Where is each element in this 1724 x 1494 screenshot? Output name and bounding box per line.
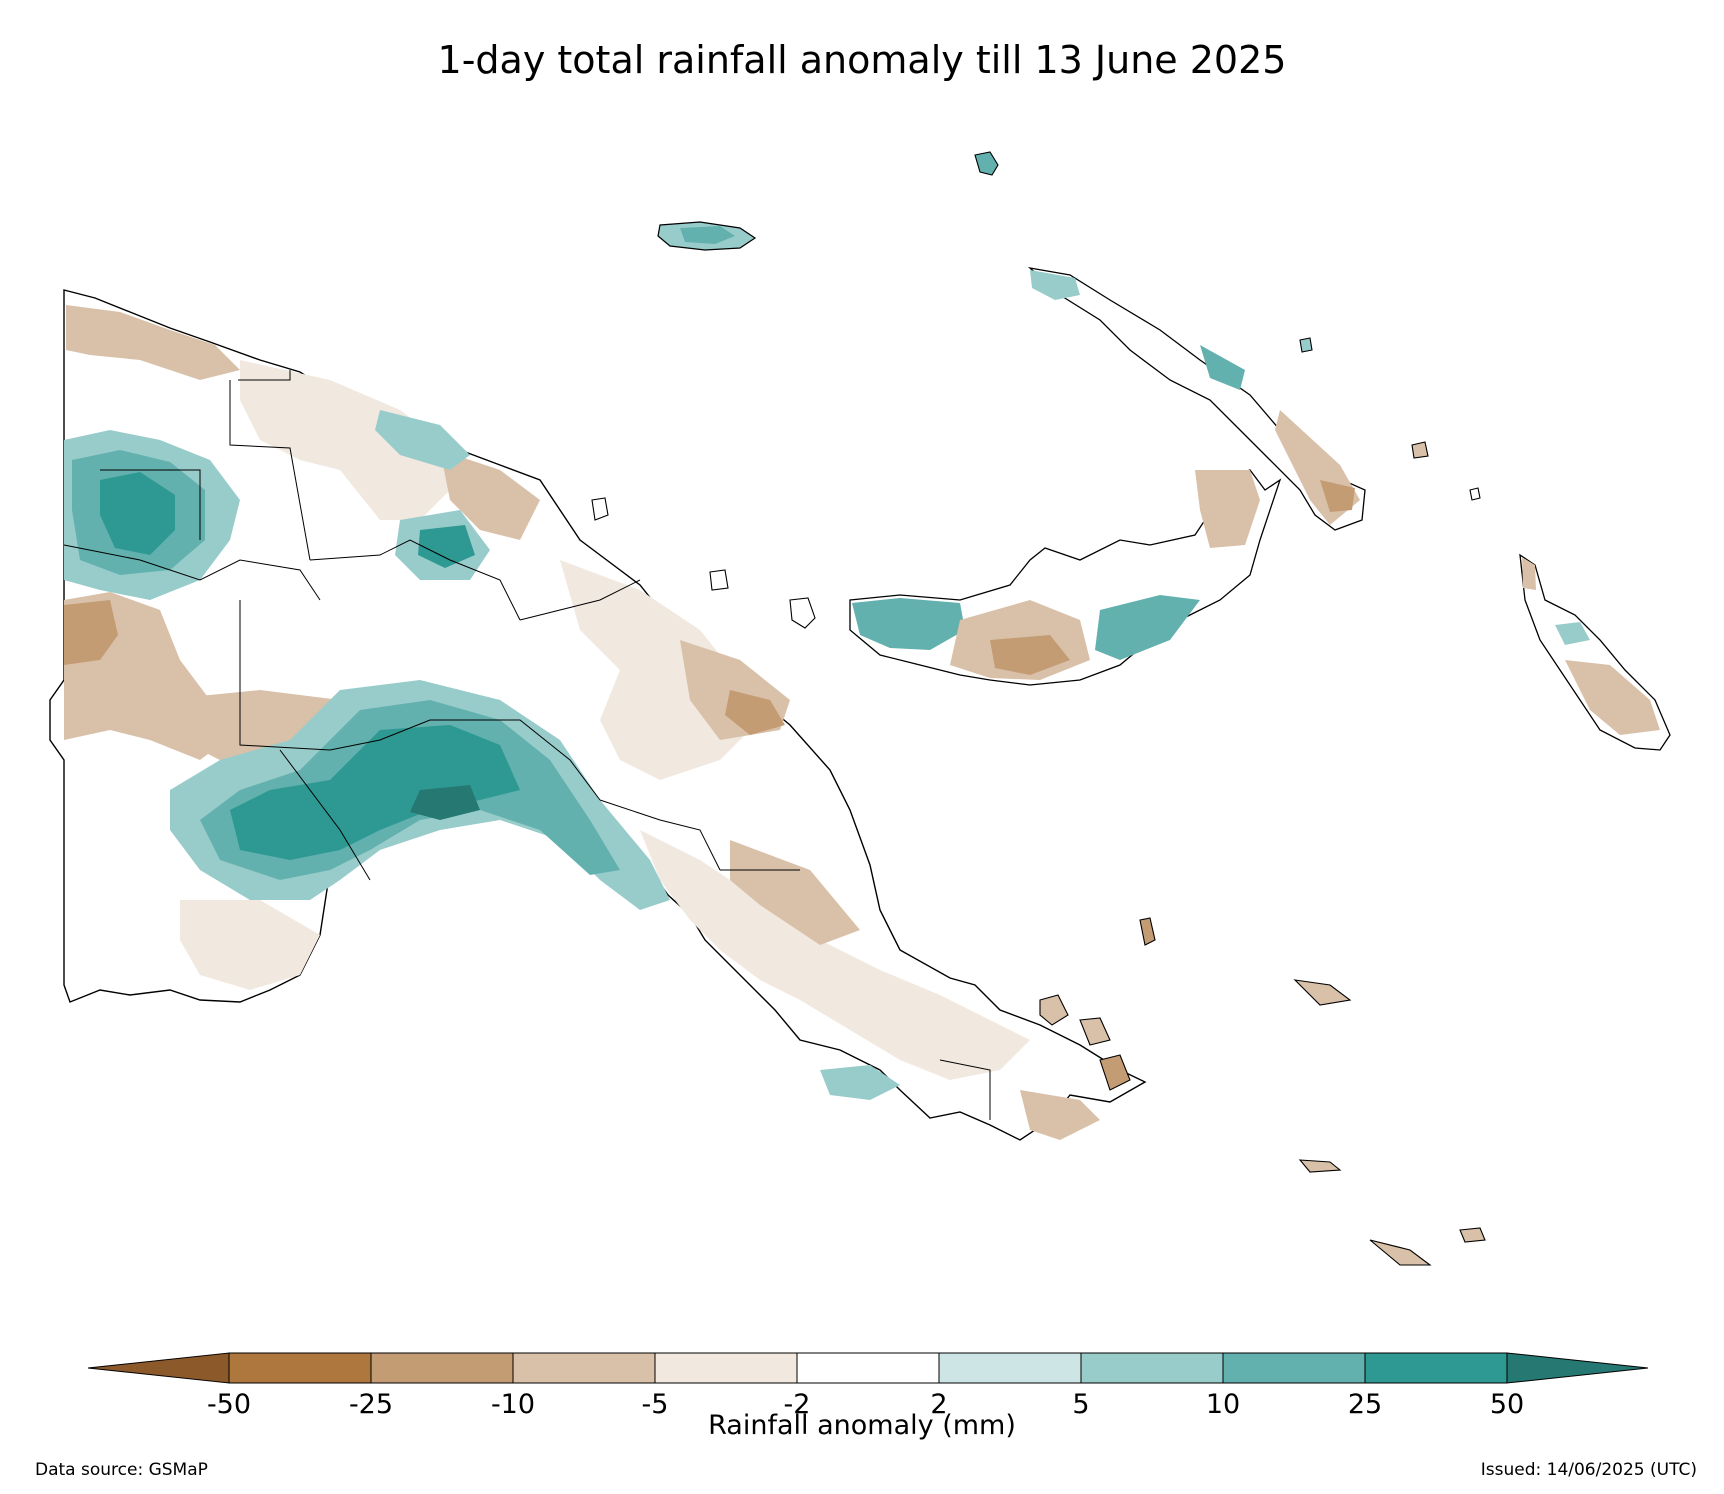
new-britain: [849, 469, 1282, 686]
colorbar-bin: [938, 1352, 1082, 1384]
anomaly-bougainville-dry: [1565, 660, 1660, 735]
island-lihir: [1411, 441, 1429, 459]
island-mussau: [974, 151, 999, 176]
island-rossel: [1459, 1227, 1486, 1243]
island-normanby: [1099, 1054, 1131, 1091]
island-long: [789, 597, 816, 629]
island-sudest: [1369, 1239, 1432, 1266]
small-islands: [591, 151, 1486, 1266]
anomaly-nb-wet-west: [852, 598, 965, 650]
colorbar: -50 -25 -10 -5 -2 2 5 10 25 50: [87, 1352, 1649, 1420]
colorbar-tick-label: -10: [491, 1389, 535, 1420]
colorbar-bin: [370, 1352, 514, 1384]
anomaly-dry-north: [66, 305, 240, 380]
colorbar-tick-label: -2: [784, 1389, 811, 1420]
anomaly-buka-dry: [1522, 557, 1536, 590]
anomaly-nb-dry-core: [990, 635, 1070, 675]
colorbar-bin: [228, 1352, 372, 1384]
colorbar-title: Rainfall anomaly (mm): [708, 1410, 1016, 1441]
island-anir: [1469, 487, 1481, 501]
issued-date-note: Issued: 14/06/2025 (UTC): [1480, 1460, 1697, 1480]
colorbar-tick-label: 5: [1072, 1389, 1089, 1420]
anomaly-wet-north: [375, 410, 470, 470]
mainland-png: [49, 289, 1147, 1141]
anomaly-dry-north-coast: [440, 450, 540, 540]
anomaly-dry-tip: [1020, 1090, 1100, 1140]
colorbar-bin: [512, 1352, 656, 1384]
anomaly-ni-dry-core: [1320, 480, 1355, 512]
colorbar-bin: [1222, 1352, 1366, 1384]
colorbar-bin: [1080, 1352, 1224, 1384]
island-emirau: [1299, 337, 1313, 353]
colorbar-tick-label: 2: [930, 1389, 947, 1420]
anomaly-dry-huon-core: [725, 690, 785, 735]
anomaly-slight-dry-north: [240, 360, 470, 520]
map-title: 1-day total rainfall anomaly till 13 Jun…: [437, 38, 1287, 82]
anomaly-wet-west-core: [100, 472, 175, 555]
island-umboi: [709, 569, 729, 591]
island-misima: [1298, 1159, 1342, 1173]
island-karkar: [591, 497, 609, 521]
colorbar-bin: [654, 1352, 798, 1384]
island-fergusson: [1039, 994, 1069, 1026]
anomaly-nb-wet-east: [1095, 595, 1200, 660]
anomaly-wet-gulf-max: [410, 785, 480, 820]
anomaly-wet-gulf-core: [230, 725, 520, 860]
manus-wet-core: [680, 226, 735, 244]
manus-island: [657, 221, 757, 251]
anomaly-dry-papuan: [730, 840, 860, 945]
anomaly-bougainville-wet: [1555, 622, 1590, 645]
bougainville: [1519, 553, 1671, 751]
new-ireland-landmass: [1027, 266, 1366, 531]
colorbar-tick-label: -50: [207, 1389, 251, 1420]
anomaly-dry-west-core: [64, 600, 118, 665]
anomaly-slight-dry-papuan: [640, 830, 1030, 1080]
colorbar-tick-label: 50: [1490, 1389, 1524, 1420]
colorbar-bin: [796, 1352, 940, 1384]
colorbar-bin: [1364, 1352, 1508, 1384]
anomaly-slight-dry-south: [180, 900, 320, 990]
colorbar-tick-label: 25: [1348, 1389, 1382, 1420]
anomaly-wet-southeast: [820, 1065, 900, 1100]
anomaly-wet-highlands-core: [418, 525, 475, 568]
colorbar-extend-low: [87, 1352, 230, 1384]
colorbar-tick-label: -25: [349, 1389, 393, 1420]
colorbar-extend-high: [1506, 1352, 1649, 1384]
colorbar-tick-label: 10: [1206, 1389, 1240, 1420]
new-ireland: [1027, 266, 1366, 531]
anomaly-ni-wet: [1030, 270, 1080, 300]
island-woodlark: [1293, 979, 1352, 1006]
anomaly-ni-wet-mid: [1200, 345, 1245, 390]
anomaly-nb-gazelle: [1195, 470, 1260, 548]
island-goodenough: [1079, 1017, 1111, 1046]
mainland-landmass: [49, 289, 1147, 1141]
data-source-note: Data source: GSMaP: [35, 1460, 208, 1480]
provincial-boundaries: [63, 370, 991, 1120]
colorbar-tick-label: -5: [642, 1389, 669, 1420]
island-trobriand: [1139, 917, 1156, 946]
